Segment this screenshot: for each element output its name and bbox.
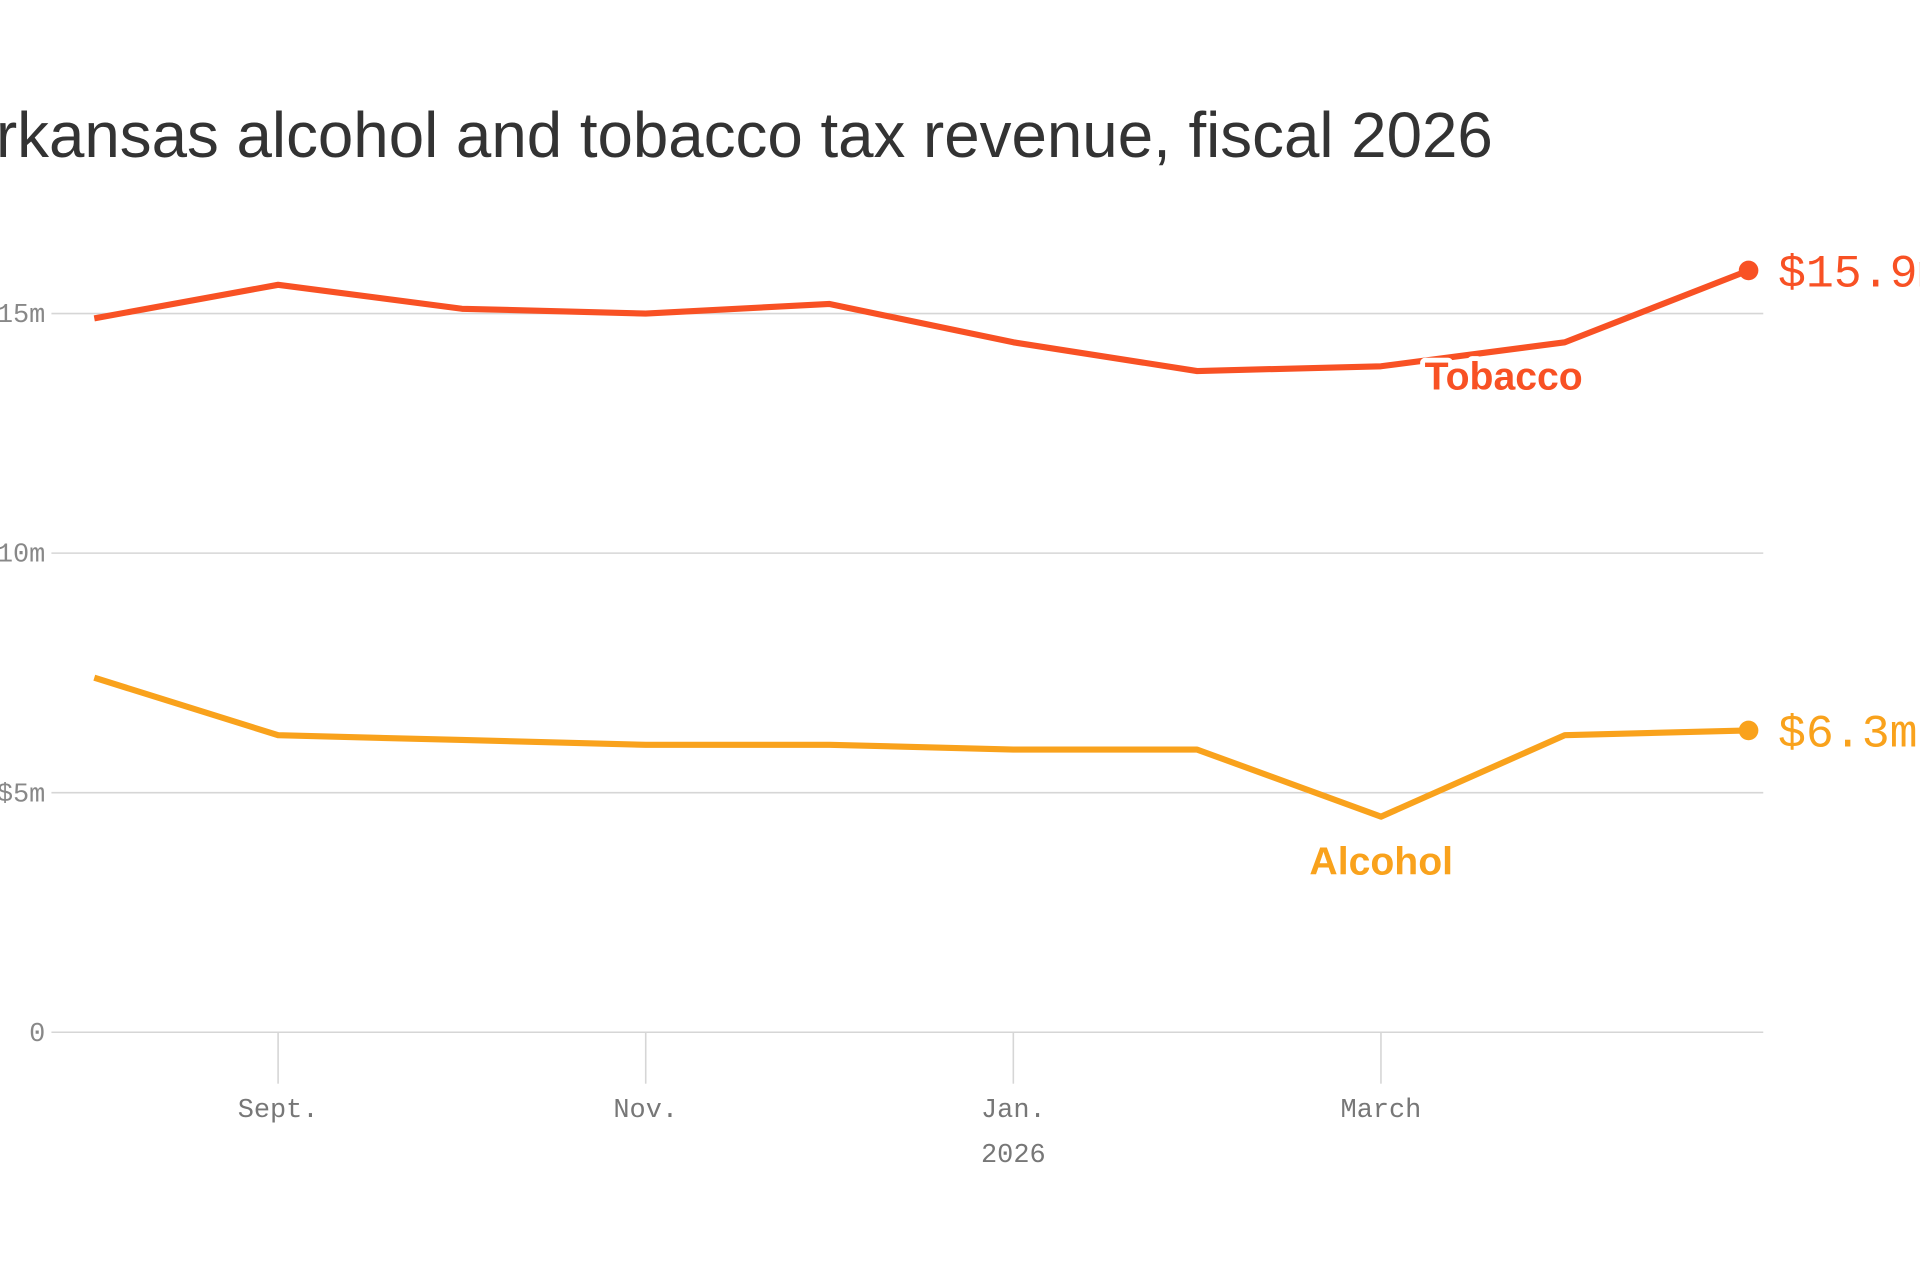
x-tick-label: March: [1341, 1096, 1422, 1126]
x-tick-label: Nov.: [613, 1096, 678, 1126]
series-label: Alcohol: [1309, 840, 1453, 883]
y-tick-label: $5m: [0, 780, 45, 810]
end-label: $15.9m: [1778, 247, 1920, 300]
series-line: [93, 674, 1749, 820]
end-dot: [1738, 720, 1759, 741]
end-dot: [1738, 260, 1759, 281]
chart-title: Arkansas alcohol and tobacco tax revenue…: [0, 100, 1493, 171]
y-tick-label: $10m: [0, 541, 45, 571]
x-tick-label: Sept.: [238, 1096, 319, 1126]
series-label: Tobacco: [1425, 355, 1583, 398]
y-tick-label: 0: [29, 1020, 45, 1050]
x-tick-label: Jan.: [981, 1096, 1046, 1126]
series-line: [93, 267, 1750, 375]
y-tick-label: $15m: [0, 301, 45, 331]
x-year-label: 2026: [981, 1141, 1046, 1171]
end-label: $6.3m: [1778, 707, 1918, 760]
